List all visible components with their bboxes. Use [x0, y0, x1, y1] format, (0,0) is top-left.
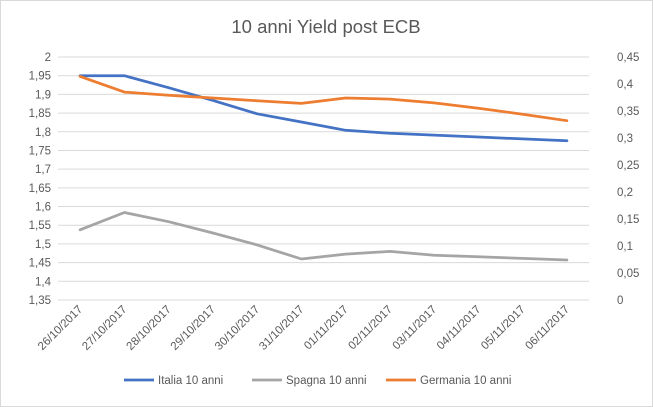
right-axis-tick-label: 0,2	[617, 187, 633, 199]
x-axis-ticks: 26/10/201727/10/201728/10/201729/10/2017…	[36, 304, 572, 353]
series-line	[78, 74, 569, 143]
legend: Italia 10 anni Spagna 10 anni Germania 10 …	[124, 375, 511, 387]
left-axis-tick-label: 1,55	[29, 220, 51, 232]
left-axis-tick-label: 1,9	[35, 89, 51, 101]
left-axis-tick-label: 1,45	[29, 258, 51, 270]
series-line	[78, 75, 569, 123]
x-axis-tick-label: 28/10/2017	[125, 304, 174, 353]
left-axis-tick-label: 1,4	[35, 276, 52, 288]
series-line	[78, 211, 569, 262]
x-axis-tick-label: 04/11/2017	[435, 304, 484, 353]
legend-label: Italia 10 anni	[158, 375, 223, 387]
left-axis-tick-label: 1,35	[29, 295, 51, 307]
right-axis-tick-label: 0,05	[617, 268, 639, 280]
right-axis-tick-label: 0,1	[617, 241, 633, 253]
x-axis-tick-label: 01/11/2017	[302, 304, 351, 353]
left-axis-tick-label: 1,8	[35, 127, 51, 139]
left-axis-tick-label: 1,65	[29, 183, 51, 195]
right-axis-tick-label: 0,3	[617, 133, 633, 145]
legend-label: Spagna 10 anni	[286, 375, 367, 387]
series-lines	[78, 74, 569, 262]
right-axis-tick-label: 0,4	[617, 79, 634, 91]
x-axis-tick-label: 06/11/2017	[523, 304, 572, 353]
left-axis-tick-label: 1,7	[35, 164, 51, 176]
right-axis-tick-label: 0,15	[617, 214, 639, 226]
x-axis-tick-label: 02/11/2017	[346, 304, 395, 353]
x-axis-tick-label: 29/10/2017	[169, 304, 218, 353]
left-axis-tick-label: 1,85	[29, 108, 51, 120]
left-axis-tick-label: 1,6	[35, 202, 51, 214]
x-axis-tick-label: 31/10/2017	[257, 304, 306, 353]
right-axis-ticks: 0 0,05 0,1 0,15 0,2 0,25 0,3 0,35 0,4 0,45	[617, 52, 639, 307]
x-axis-tick-label: 05/11/2017	[479, 304, 528, 353]
left-axis-tick-label: 2	[45, 52, 51, 64]
x-axis-tick-label: 27/10/2017	[80, 304, 129, 353]
left-axis-tick-label: 1,5	[35, 239, 51, 251]
right-axis-tick-label: 0,25	[617, 160, 639, 172]
right-axis-tick-label: 0,35	[617, 106, 639, 118]
x-axis-tick-label: 03/11/2017	[391, 304, 440, 353]
left-axis-ticks: 1,35 1,4 1,45 1,5 1,55 1,6 1,65 1,7 1,75 1,8 1,85 1…	[29, 52, 52, 307]
left-axis-tick-label: 1,75	[29, 145, 51, 157]
chart-title: 10 anni Yield post ECB	[231, 16, 420, 37]
legend-label: Germania 10 anni	[420, 375, 511, 387]
x-axis-tick-label: 26/10/2017	[36, 304, 85, 353]
right-axis-tick-label: 0,45	[617, 52, 639, 64]
left-axis-tick-label: 1,95	[29, 71, 51, 83]
right-axis-tick-label: 0	[617, 295, 623, 307]
x-axis-tick-label: 30/10/2017	[213, 304, 262, 353]
